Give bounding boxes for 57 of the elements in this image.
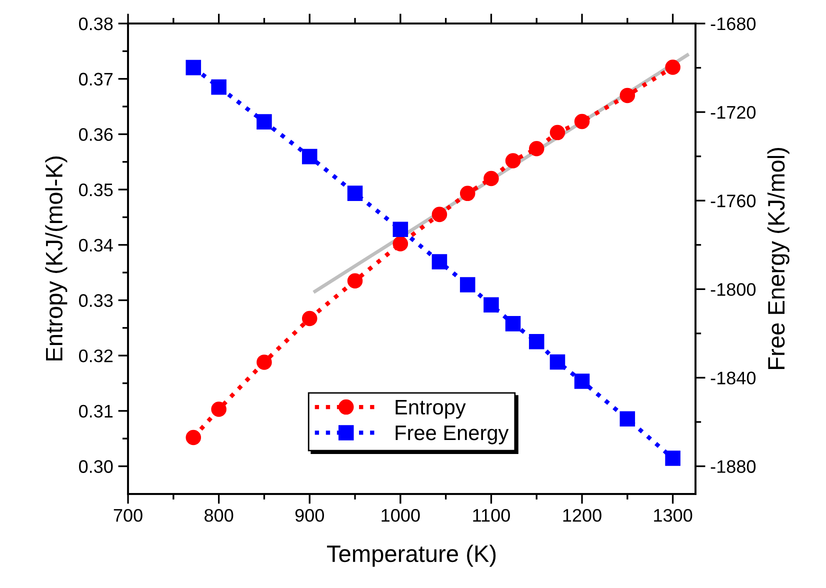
y2-tick-label: -1840 bbox=[710, 372, 756, 384]
point bbox=[550, 354, 566, 370]
point bbox=[186, 430, 202, 446]
point bbox=[302, 148, 318, 164]
point bbox=[432, 206, 448, 222]
y2-tick-label: -1800 bbox=[710, 283, 756, 296]
point bbox=[550, 124, 566, 140]
point bbox=[347, 273, 363, 288]
point bbox=[484, 297, 499, 313]
y-tick-label: 0.35 bbox=[79, 183, 113, 196]
y-axis-title: Entropy (KJ/(mol-K) bbox=[45, 156, 68, 360]
y-tick-label: 0.33 bbox=[79, 294, 113, 307]
y2-tick-label: -1880 bbox=[710, 460, 756, 473]
y-tick-label: 0.31 bbox=[79, 404, 113, 418]
point bbox=[528, 140, 544, 156]
point bbox=[211, 79, 226, 95]
y-tick-label: 0.37 bbox=[79, 72, 113, 86]
y-tick-label: 0.38 bbox=[79, 17, 113, 30]
point bbox=[302, 310, 318, 326]
x-tick-label: 1100 bbox=[473, 508, 510, 522]
point bbox=[620, 411, 636, 427]
x-tick-label: 900 bbox=[295, 508, 324, 522]
y-tick-label: 0.34 bbox=[79, 238, 113, 252]
point bbox=[392, 236, 408, 252]
legend-label: Free Energy bbox=[396, 426, 509, 444]
y2-tick-label: -1760 bbox=[710, 194, 756, 208]
point bbox=[574, 374, 590, 389]
point bbox=[484, 170, 499, 186]
point bbox=[211, 402, 226, 417]
y2-tick-label: -1680 bbox=[710, 17, 756, 30]
point bbox=[574, 114, 590, 130]
y2-axis-title: Free Energy (KJ/mol) bbox=[767, 148, 790, 369]
point bbox=[186, 60, 202, 76]
y-tick-label: 0.32 bbox=[79, 350, 113, 362]
point bbox=[432, 254, 448, 270]
x-tick-label: 800 bbox=[204, 508, 234, 522]
y-tick-label: 0.36 bbox=[79, 128, 113, 141]
y2-tick-label: -1720 bbox=[710, 106, 756, 119]
point bbox=[392, 222, 408, 238]
legend-label: Entropy bbox=[396, 400, 466, 419]
x-tick-label: 700 bbox=[114, 508, 142, 522]
x-tick-label: 1300 bbox=[654, 508, 692, 522]
point bbox=[460, 277, 476, 292]
x-axis-title: Temperature (K) bbox=[327, 544, 496, 567]
point bbox=[505, 316, 521, 332]
point bbox=[665, 450, 680, 466]
x-tick-label: 1200 bbox=[563, 508, 602, 522]
point bbox=[256, 354, 272, 370]
point bbox=[665, 60, 680, 75]
point bbox=[460, 186, 476, 202]
y-tick-label: 0.30 bbox=[79, 460, 113, 473]
point bbox=[620, 88, 636, 104]
point bbox=[347, 186, 363, 201]
point bbox=[528, 334, 544, 350]
point bbox=[505, 153, 521, 168]
point bbox=[256, 114, 272, 130]
x-tick-label: 1000 bbox=[382, 508, 420, 522]
